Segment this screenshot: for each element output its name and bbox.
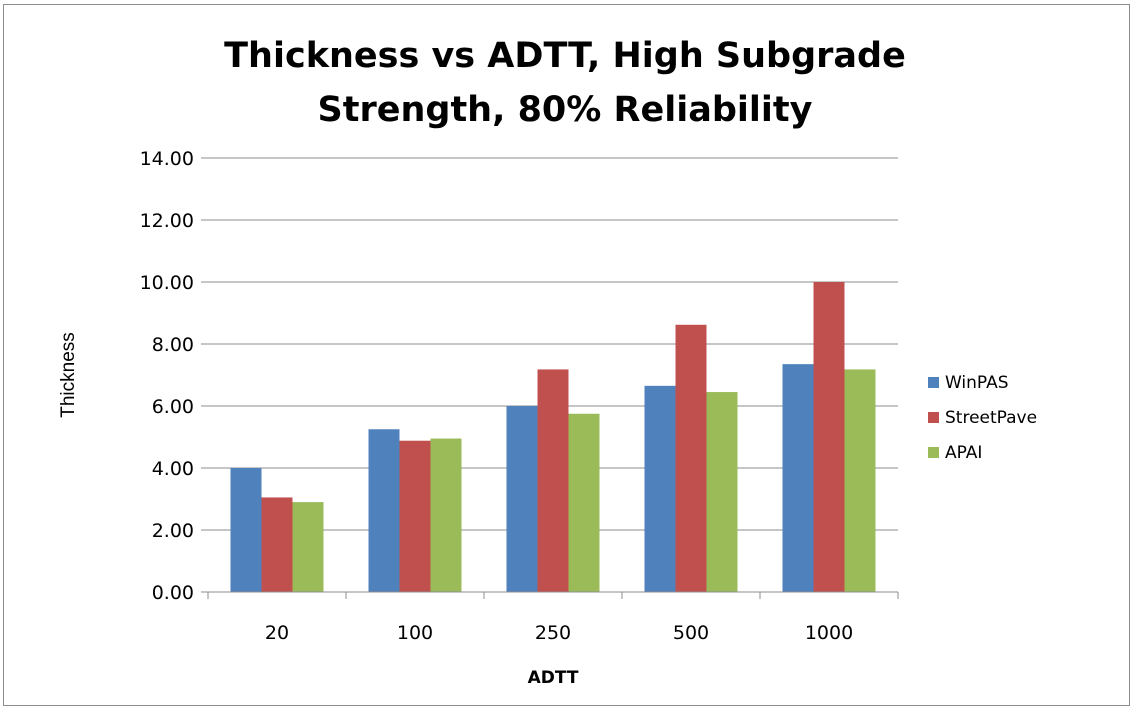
bar-winpas-20 [230,468,262,592]
x-tick-label: 1000 [805,622,853,644]
y-axis-title: Thickness [58,332,79,418]
bar-winpas-1000 [782,364,814,592]
bar-winpas-500 [644,385,676,592]
bar-apai-250 [568,413,600,592]
x-tick-labels: 20 100 250 500 1000 [207,592,899,644]
y-tick-label: 4.00 [152,458,194,480]
y-tick-label: 6.00 [152,396,194,418]
bar-streetpave-20 [261,497,293,592]
x-axis-title: ADTT [528,668,579,688]
bar-apai-1000 [844,369,876,592]
bars [230,282,876,592]
bar-apai-100 [430,438,462,592]
legend-label-winpas: WinPAS [945,373,1009,393]
y-tick-label: 0.00 [152,582,194,604]
bar-streetpave-1000 [813,282,845,592]
legend-swatch-streetpave [928,412,939,423]
bar-winpas-100 [368,429,400,592]
y-tick-label: 2.00 [152,520,194,542]
legend-label-apai: APAI [945,443,982,463]
bar-streetpave-500 [675,324,707,592]
y-tick-labels: 0.00 2.00 4.00 6.00 8.00 10.00 12.00 14.00 [140,148,194,604]
x-tick-label: 100 [397,622,433,644]
chart-title-line-2: Strength, 80% Reliability [318,90,813,130]
x-tick-label: 500 [673,622,709,644]
legend-swatch-winpas [928,377,939,388]
legend: WinPAS StreetPave APAI [928,373,1037,463]
bar-winpas-250 [506,406,538,592]
legend-swatch-apai [928,447,939,458]
y-tick-label: 12.00 [140,210,194,232]
chart-title-line-1: Thickness vs ADTT, High Subgrade [224,36,906,76]
bar-streetpave-100 [399,440,431,592]
y-tick-label: 10.00 [140,272,194,294]
bar-apai-20 [292,502,324,592]
x-tick-label: 20 [265,622,289,644]
bar-apai-500 [706,392,738,592]
y-tick-label: 8.00 [152,334,194,356]
x-tick-label: 250 [535,622,571,644]
y-tick-label: 14.00 [140,148,194,170]
legend-label-streetpave: StreetPave [945,408,1037,428]
bar-streetpave-250 [537,369,569,592]
